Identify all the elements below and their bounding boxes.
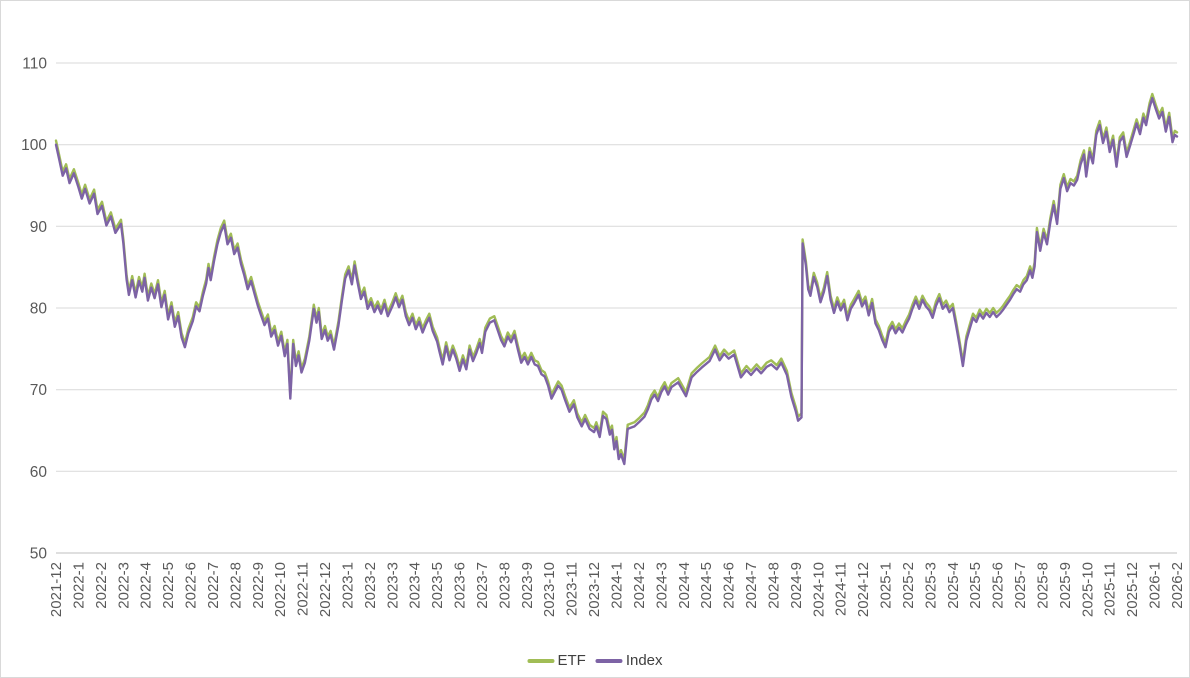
x-tick-label: 2022-8 — [227, 562, 244, 609]
legend-item-etf[interactable]: ETF — [527, 652, 586, 669]
x-tick-label: 2024-4 — [676, 562, 693, 609]
x-tick-label: 2022-6 — [183, 562, 200, 609]
x-tick-label: 2022-4 — [138, 562, 155, 609]
x-tick-label: 2023-11 — [564, 562, 581, 616]
y-tick-label: 50 — [30, 546, 48, 563]
x-tick-label: 2025-11 — [1102, 562, 1119, 616]
index-line-swatch — [595, 658, 623, 663]
x-tick-label: 2024-8 — [765, 562, 782, 609]
x-tick-label: 2025-3 — [922, 562, 939, 609]
x-tick-label: 2025-4 — [945, 562, 962, 609]
y-tick-label: 80 — [30, 301, 48, 318]
x-tick-label: 2024-6 — [721, 562, 738, 609]
x-tick-label: 2025-10 — [1079, 562, 1096, 617]
x-tick-label: 2025-1 — [878, 562, 895, 609]
x-tick-label: 2023-12 — [586, 562, 603, 617]
legend: ETF Index — [527, 652, 663, 669]
x-tick-label: 2025-6 — [990, 562, 1007, 609]
x-tick-label: 2023-2 — [362, 562, 379, 609]
x-tick-label: 2024-7 — [743, 562, 760, 609]
y-tick-label: 100 — [21, 137, 47, 154]
x-tick-label: 2023-7 — [474, 562, 491, 609]
x-tick-label: 2026-1 — [1147, 562, 1164, 609]
x-tick-label: 2025-9 — [1057, 562, 1074, 609]
x-tick-label: 2022-9 — [250, 562, 267, 609]
x-tick-label: 2024-9 — [788, 562, 805, 609]
y-tick-label: 60 — [30, 464, 48, 481]
x-tick-label: 2022-1 — [70, 562, 87, 609]
index-legend-label: Index — [625, 652, 663, 669]
x-tick-label: 2024-10 — [810, 562, 827, 617]
x-tick-label: 2023-9 — [519, 562, 536, 609]
etf-line — [54, 92, 1179, 462]
x-tick-label: 2022-5 — [160, 562, 177, 609]
index-line — [54, 96, 1179, 466]
legend-item-index[interactable]: Index — [595, 652, 663, 669]
y-tick-label: 90 — [30, 219, 48, 236]
x-tick-label: 2022-2 — [93, 562, 110, 609]
x-tick-label: 2022-11 — [295, 562, 312, 616]
x-tick-label: 2023-1 — [340, 562, 357, 609]
x-tick-label: 2024-12 — [855, 562, 872, 617]
x-tick-label: 2024-5 — [698, 562, 715, 609]
x-tick-label: 2024-1 — [609, 562, 626, 609]
x-tick-label: 2025-2 — [900, 562, 917, 609]
x-tick-label: 2023-3 — [384, 562, 401, 609]
x-tick-label: 2024-11 — [833, 562, 850, 616]
etf-line-swatch — [527, 658, 555, 663]
y-tick-label: 110 — [22, 56, 47, 73]
x-tick-label: 2024-2 — [631, 562, 648, 609]
y-tick-label: 70 — [30, 382, 48, 399]
x-tick-label: 2026-2 — [1169, 562, 1186, 609]
etf-legend-label: ETF — [557, 652, 586, 669]
x-tick-label: 2022-3 — [115, 562, 132, 609]
x-tick-label: 2022-10 — [272, 562, 289, 617]
x-tick-label: 2025-12 — [1124, 562, 1141, 617]
x-tick-label: 2021-12 — [48, 562, 65, 617]
x-tick-label: 2025-7 — [1012, 562, 1029, 609]
x-tick-label: 2023-5 — [429, 562, 446, 609]
x-tick-label: 2025-8 — [1035, 562, 1052, 609]
x-tick-label: 2022-12 — [317, 562, 334, 617]
x-tick-label: 2023-10 — [541, 562, 558, 617]
x-tick-label: 2022-7 — [205, 562, 222, 609]
x-tick-label: 2024-3 — [653, 562, 670, 609]
x-tick-label: 2023-8 — [496, 562, 513, 609]
x-tick-label: 2025-5 — [967, 562, 984, 609]
x-tick-label: 2023-6 — [452, 562, 469, 609]
x-tick-label: 2023-4 — [407, 562, 424, 609]
